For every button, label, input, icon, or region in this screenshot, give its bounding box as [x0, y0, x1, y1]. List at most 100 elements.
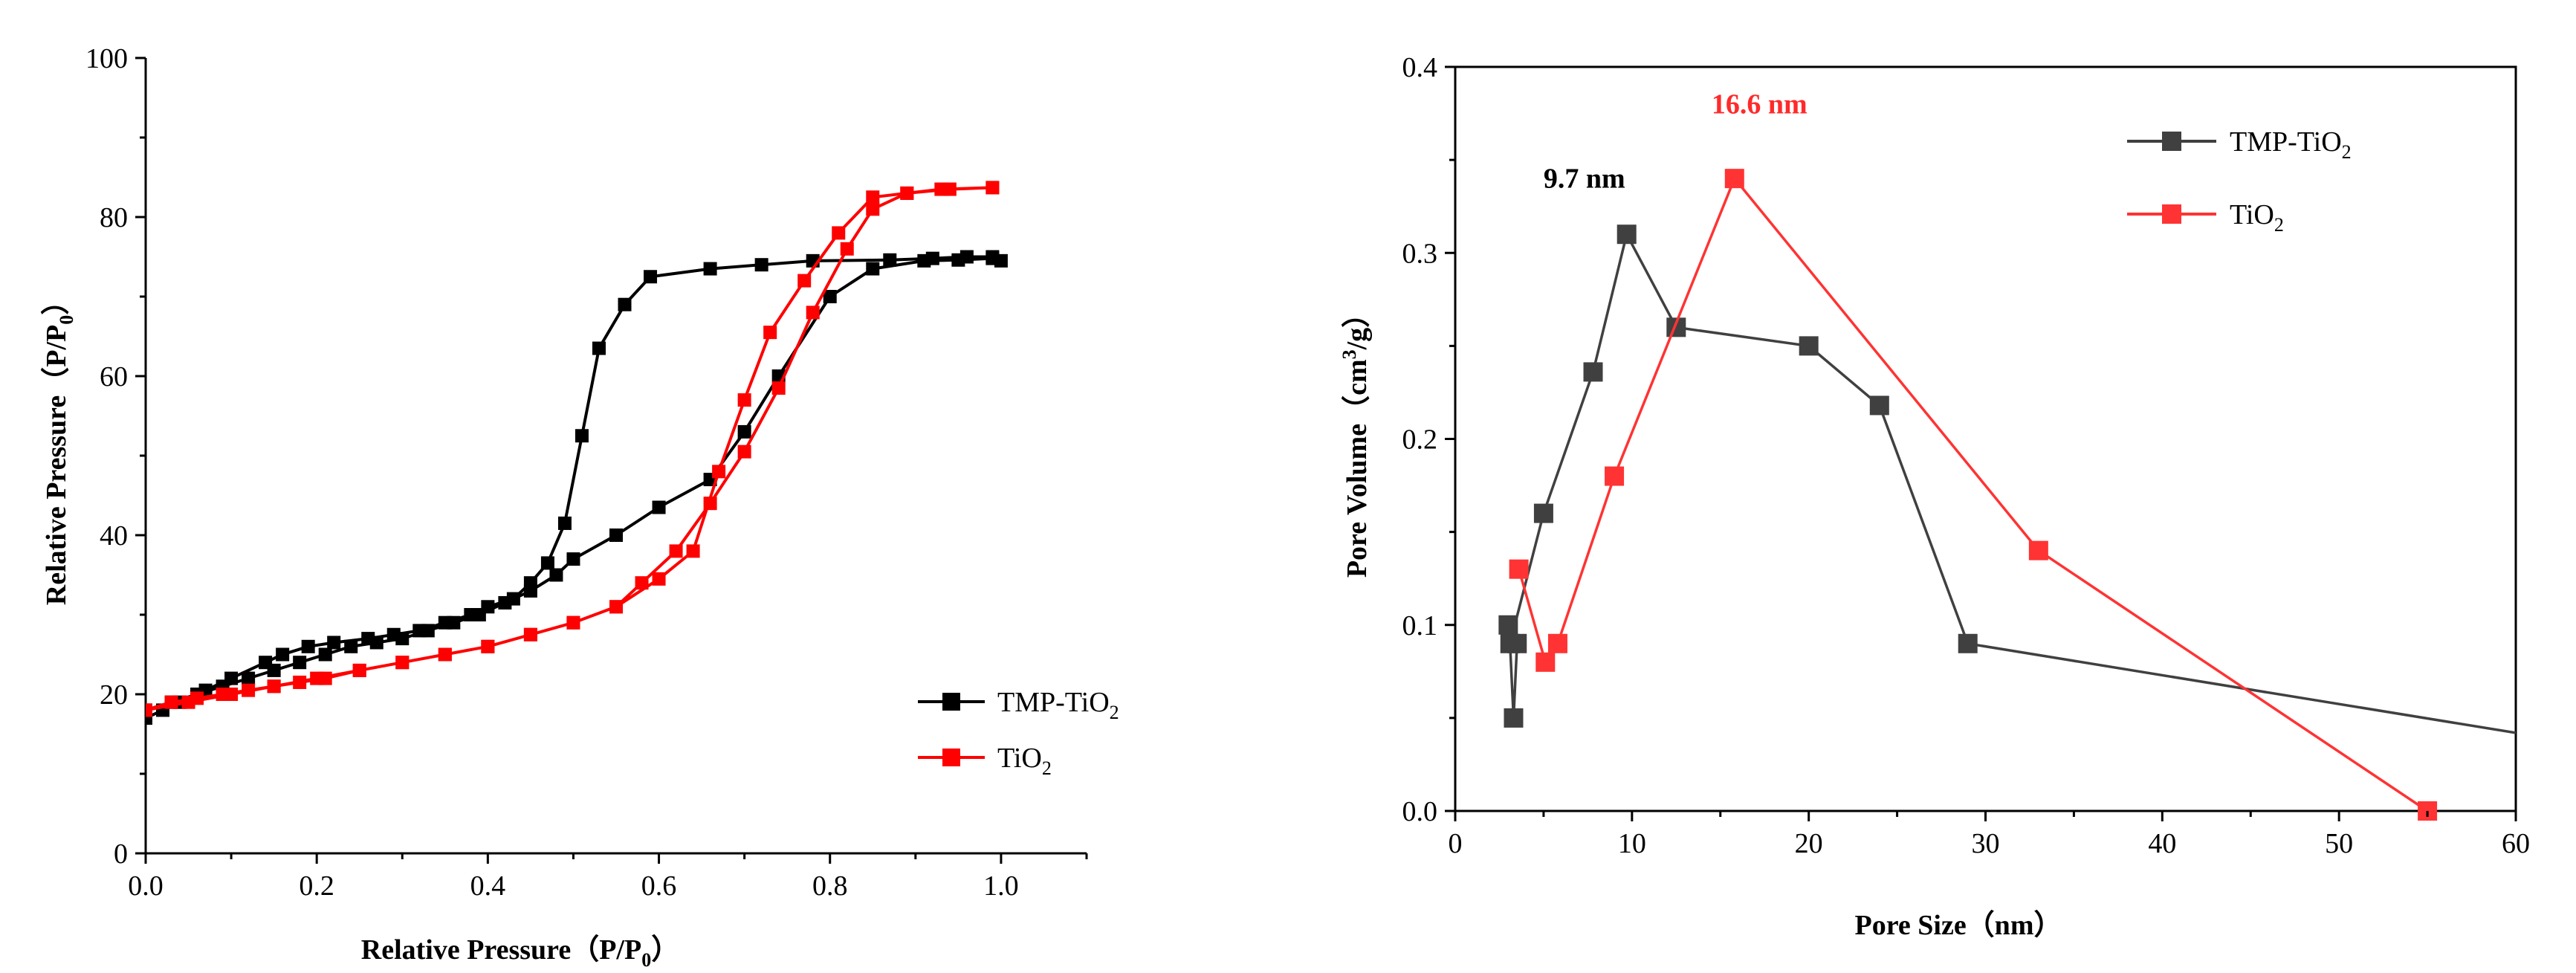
isotherm-series-group — [146, 181, 1008, 725]
isotherm-legend: TMP-TiO2 TiO2 — [918, 687, 1119, 779]
pore-size-x-axis-title: Pore Size（nm） — [1855, 910, 2062, 941]
pore-size-data-point — [1500, 633, 1520, 653]
isotherm-x-tick-label: 0.0 — [128, 870, 164, 902]
isotherm-data-point — [840, 242, 854, 256]
isotherm-x-tick-label: 0.4 — [470, 870, 506, 902]
isotherm-x-tick-label: 1.0 — [983, 870, 1019, 902]
pore-size-series-tmp-tio2 — [1498, 224, 2516, 734]
isotherm-data-point — [557, 516, 572, 530]
isotherm-series-tmp-tio2 — [146, 250, 1008, 725]
pore-size-data-point — [1799, 336, 1819, 356]
isotherm-data-point — [832, 226, 846, 240]
isotherm-data-point — [652, 572, 666, 586]
pore-size-data-point — [1605, 466, 1625, 486]
isotherm-data-point — [669, 544, 683, 558]
isotherm-data-point — [224, 688, 239, 701]
pore-size-x-tick-label: 60 — [2502, 828, 2530, 859]
isotherm-y-tick-label: 60 — [100, 361, 128, 392]
pore-size-y-axis-title: Pore Volume（cm3/g） — [1339, 300, 1373, 578]
isotherm-data-point — [421, 624, 435, 638]
pore-size-data-point — [1547, 633, 1567, 653]
isotherm-data-point — [242, 683, 256, 697]
isotherm-data-point — [447, 615, 461, 630]
isotherm-y-tick-label: 100 — [85, 43, 128, 74]
isotherm-data-point — [823, 290, 837, 303]
pore-size-data-point — [1533, 503, 1553, 523]
pore-size-x-tick-label: 30 — [1972, 828, 2000, 859]
isotherm-data-point — [618, 297, 632, 311]
legend-label-tio2-right: TiO2 — [2230, 199, 2284, 236]
isotherm-data-point — [644, 270, 658, 284]
legend-entry-tio2-right: TiO2 — [2127, 199, 2284, 236]
isotherm-data-point — [267, 679, 281, 694]
legend-marker-tmp-tio2 — [942, 693, 960, 711]
pore-size-series-group — [1498, 169, 2516, 821]
isotherm-data-point — [352, 663, 366, 677]
pore-size-chart: 0 10 20 30 40 50 60 0.0 0.1 0.2 0.3 0.4 9.7 nm 16.6… — [1339, 52, 2530, 941]
isotherm-data-point — [703, 497, 717, 511]
pore-size-series-line — [1507, 233, 2516, 734]
isotherm-data-point — [395, 632, 410, 646]
isotherm-data-point — [310, 671, 324, 685]
isotherm-data-point — [609, 600, 623, 614]
isotherm-y-tick-label: 40 — [100, 520, 128, 552]
pore-size-data-point — [1498, 615, 1518, 635]
isotherm-data-point — [369, 636, 384, 650]
isotherm-x-ticks: 0.0 0.2 0.4 0.6 0.8 1.0 — [128, 853, 1088, 902]
isotherm-data-point — [242, 671, 256, 685]
isotherm-data-point — [686, 544, 700, 558]
isotherm-data-point — [609, 528, 623, 542]
legend-label-tmp-tio2-right: TMP-TiO2 — [2230, 126, 2352, 163]
isotherm-data-point — [472, 608, 486, 621]
isotherm-data-point — [575, 429, 589, 443]
isotherm-data-point — [737, 445, 751, 459]
isotherm-data-point — [712, 465, 726, 479]
pore-size-y-tick-label: 0.0 — [1402, 796, 1438, 827]
pore-size-data-point — [1958, 633, 1978, 653]
isotherm-data-point — [652, 500, 666, 514]
isotherm-data-point — [866, 202, 880, 216]
isotherm-data-point — [549, 568, 563, 582]
isotherm-data-point — [146, 711, 152, 725]
legend-label-tmp-tio2: TMP-TiO2 — [997, 687, 1119, 723]
isotherm-data-point — [276, 647, 290, 662]
isotherm-data-point — [934, 182, 948, 196]
isotherm-data-point — [917, 253, 931, 268]
isotherm-data-point — [481, 639, 495, 653]
pore-size-annotation: 16.6 nm — [1712, 89, 1808, 120]
pore-size-series-tio2 — [1509, 169, 2438, 821]
pore-size-data-point — [2028, 540, 2048, 560]
legend-marker-tmp-tio2-right — [2162, 132, 2181, 151]
pore-size-data-point — [1509, 559, 1529, 579]
isotherm-data-point — [498, 595, 512, 610]
isotherm-data-point — [900, 186, 914, 200]
isotherm-chart: 0.0 0.2 0.4 0.6 0.8 1.0 0 20 40 60 80 100 Relative… — [41, 43, 1119, 971]
pore-size-x-tick-label: 10 — [1618, 828, 1646, 859]
isotherm-y-ticks: 0 20 40 60 80 100 — [85, 43, 146, 870]
pore-size-data-point — [1724, 169, 1744, 189]
isotherm-data-point — [754, 258, 768, 272]
isotherm-data-point — [771, 381, 786, 395]
pore-size-data-point — [1535, 652, 1556, 672]
isotherm-series-tio2 — [146, 181, 1000, 717]
pore-size-x-tick-label: 0 — [1449, 828, 1463, 859]
isotherm-y-axis-title: Relative Pressure（P/P0） — [41, 287, 77, 605]
isotherm-data-point — [986, 251, 1000, 265]
pore-size-x-tick-label: 40 — [2148, 828, 2176, 859]
isotherm-data-point — [438, 647, 452, 662]
isotherm-data-point — [883, 253, 897, 267]
isotherm-data-point — [635, 576, 649, 590]
isotherm-data-point — [592, 341, 606, 355]
isotherm-data-point — [164, 695, 178, 709]
isotherm-data-point — [986, 181, 1000, 195]
isotherm-x-axis-title: Relative Pressure（P/P0） — [361, 934, 679, 971]
pore-size-y-tick-label: 0.2 — [1402, 424, 1438, 456]
isotherm-data-point — [344, 639, 358, 653]
pore-size-x-ticks: 0 10 20 30 40 50 60 — [1449, 811, 2530, 859]
legend-label-tio2: TiO2 — [997, 743, 1052, 779]
isotherm-data-point — [703, 262, 717, 276]
isotherm-data-point — [293, 675, 307, 689]
pore-size-data-point — [1869, 395, 1889, 416]
